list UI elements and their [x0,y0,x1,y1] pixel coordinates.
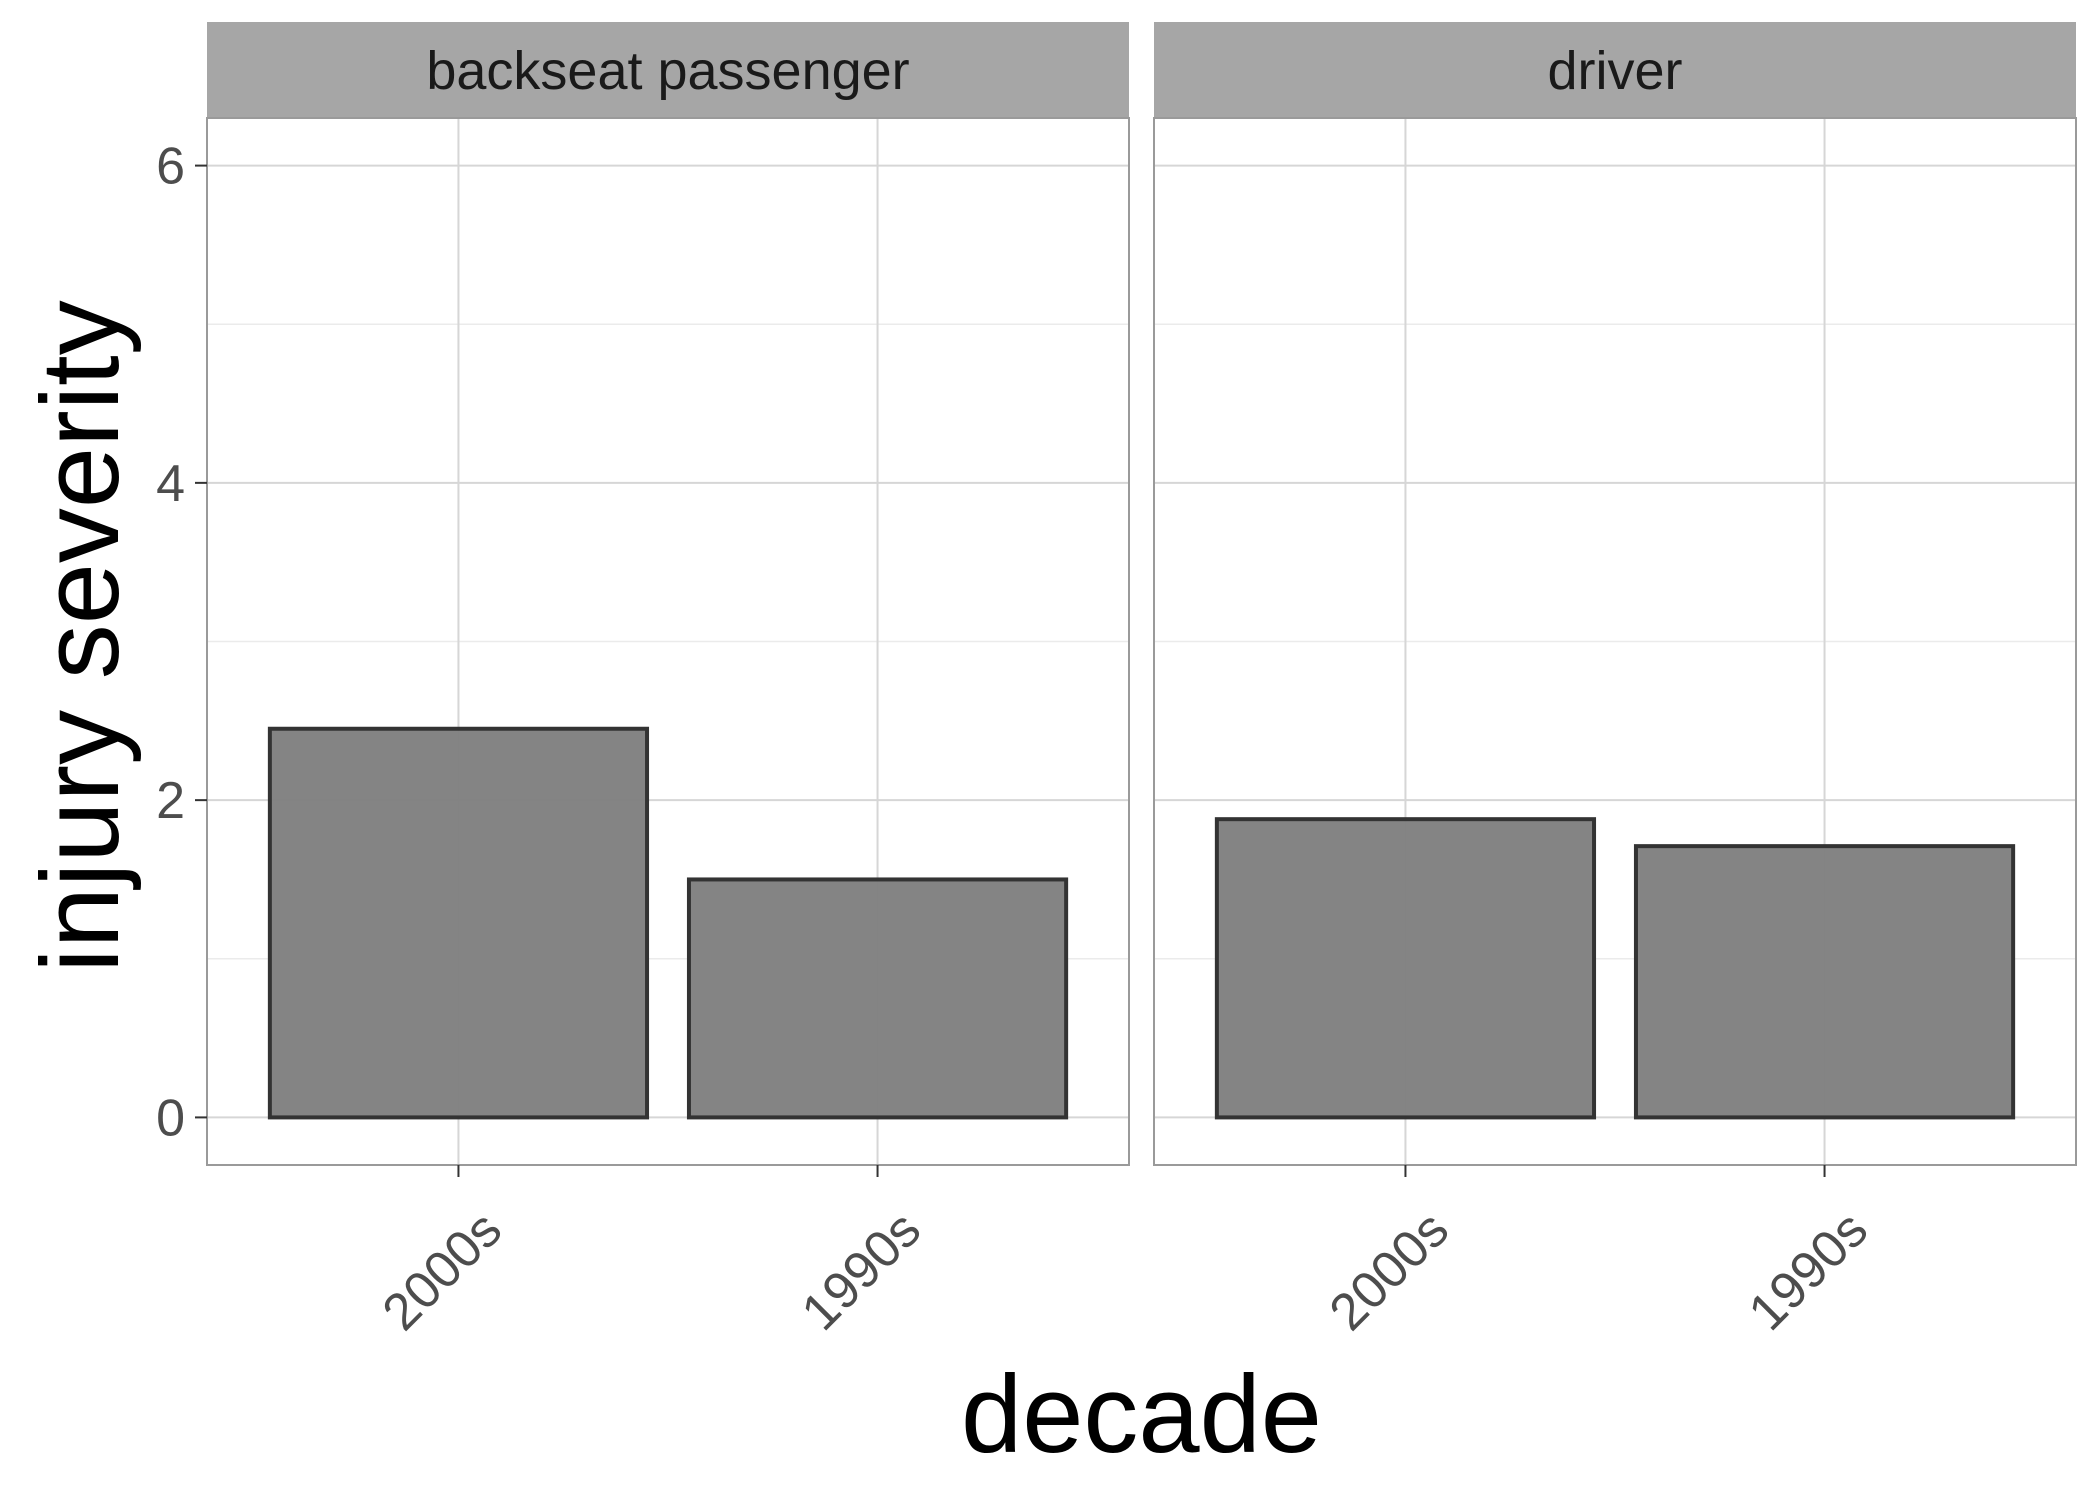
bar [686,877,1069,1120]
x-tick-label: 1990s [791,1200,932,1341]
x-tick-label: 1990s [1738,1200,1879,1341]
x-axis-title: decade [961,1353,1322,1476]
bar [1214,817,1597,1120]
facet-strip [207,22,1129,118]
y-tick-label: 2 [156,772,185,830]
facet-strip-label: backseat passenger [426,41,909,101]
bar [1633,844,2016,1120]
panel-border [206,117,1130,1166]
bar [267,726,650,1120]
y-axis-title: injury severity [19,300,142,972]
y-tick-label: 4 [156,455,185,513]
y-tick-label: 0 [156,1089,185,1147]
x-tick-label: 2000s [372,1200,513,1341]
y-tick-label: 6 [156,138,185,196]
panel-border [1153,117,2077,1166]
facet-strip-label: driver [1547,41,1682,101]
facet-strip [1154,22,2076,118]
x-tick-label: 2000s [1319,1200,1460,1341]
